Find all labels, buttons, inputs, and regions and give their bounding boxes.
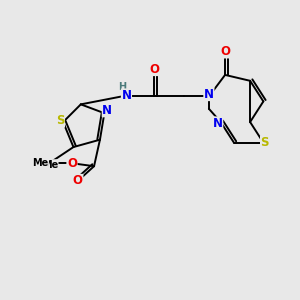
Text: O: O <box>220 45 230 58</box>
Text: N: N <box>102 104 112 117</box>
Text: O: O <box>73 174 83 188</box>
Text: Me: Me <box>32 158 48 168</box>
Text: Me: Me <box>42 160 58 170</box>
Text: H: H <box>118 82 126 92</box>
Text: O: O <box>149 62 159 76</box>
Text: O: O <box>67 157 77 170</box>
Text: S: S <box>56 114 64 127</box>
Text: S: S <box>261 136 269 149</box>
Text: N: N <box>213 117 223 130</box>
Text: N: N <box>122 89 131 102</box>
Text: N: N <box>204 88 214 100</box>
